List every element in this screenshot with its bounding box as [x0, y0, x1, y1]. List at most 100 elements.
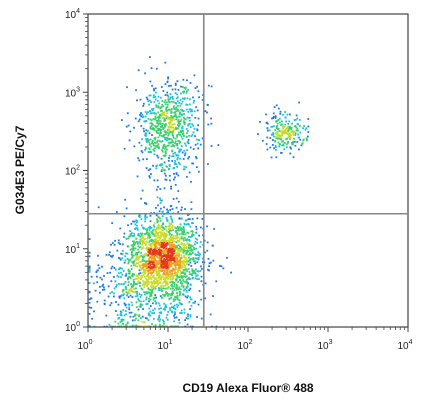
event-dot [162, 238, 165, 241]
event-dot [171, 281, 174, 283]
event-dot [169, 122, 172, 124]
event-dot [147, 313, 150, 316]
event-dot [186, 141, 189, 144]
event-dot [176, 295, 179, 298]
event-dot [179, 223, 182, 226]
event-dot [171, 290, 174, 293]
event-dot [276, 133, 278, 136]
event-dot [307, 125, 310, 128]
event-dot [154, 240, 157, 243]
event-dot [170, 269, 172, 272]
event-dot [163, 244, 166, 247]
event-dot [119, 276, 122, 279]
event-dot [181, 266, 184, 269]
event-dot [148, 277, 151, 280]
event-dot [196, 254, 199, 256]
event-dot [188, 273, 191, 276]
event-dot [188, 122, 191, 125]
event-dot [157, 248, 160, 251]
event-dot [123, 302, 126, 305]
event-dot [190, 230, 193, 233]
event-dot [162, 254, 165, 257]
event-dot [182, 272, 185, 275]
event-dot [152, 261, 155, 264]
event-dot [137, 274, 140, 277]
event-dot [184, 247, 187, 250]
event-dot [281, 120, 283, 123]
event-dot [182, 227, 185, 230]
event-dot [180, 148, 183, 151]
event-dot [143, 255, 146, 258]
event-dot [283, 130, 286, 133]
event-dot [159, 132, 161, 135]
event-dot [157, 136, 160, 139]
event-dot [108, 253, 111, 256]
event-dot [167, 126, 170, 129]
event-dot [274, 129, 277, 132]
event-dot [143, 275, 146, 278]
event-dot [156, 122, 158, 125]
event-dot [159, 318, 162, 321]
event-dot [158, 304, 161, 307]
event-dot [178, 319, 180, 321]
event-dot [127, 237, 130, 240]
event-dot [117, 322, 120, 325]
event-dot [156, 99, 159, 102]
event-dot [120, 252, 122, 255]
event-dot [276, 136, 279, 139]
event-dot [150, 261, 153, 263]
event-dot [172, 100, 175, 103]
event-dot [294, 144, 297, 147]
event-dot [139, 266, 142, 269]
event-dot [289, 135, 291, 138]
event-dot [117, 275, 120, 278]
event-dot [122, 236, 125, 238]
event-dot [148, 233, 151, 236]
event-dot [164, 283, 167, 286]
event-dot [171, 285, 174, 288]
event-dot [153, 296, 155, 299]
event-dot [136, 241, 139, 243]
event-dot [118, 297, 121, 299]
event-dot [165, 211, 168, 214]
event-dot [141, 260, 144, 263]
event-dot [161, 275, 164, 278]
event-dot [158, 102, 161, 105]
event-dot [147, 269, 150, 272]
event-dot [183, 261, 186, 264]
event-dot [170, 264, 173, 266]
event-dot [184, 86, 187, 89]
event-dot [148, 132, 151, 135]
event-dot [158, 307, 161, 310]
event-dot [198, 254, 201, 257]
event-dot [136, 258, 139, 261]
event-dot [204, 282, 207, 285]
event-dot [167, 286, 170, 289]
event-dot [160, 170, 163, 173]
event-dot [169, 131, 172, 134]
event-dot [196, 109, 199, 112]
event-dot [131, 247, 134, 250]
event-dot [190, 253, 193, 256]
event-dot [173, 123, 176, 125]
event-dot [95, 271, 98, 273]
event-dot [135, 301, 138, 304]
event-dot [194, 143, 197, 146]
event-dot [154, 287, 157, 290]
event-dot [284, 123, 287, 126]
event-dot [96, 269, 99, 272]
event-dot [173, 244, 176, 247]
event-dot [278, 137, 281, 140]
event-dot [155, 129, 158, 132]
event-dot [190, 108, 193, 111]
event-dot [124, 310, 127, 313]
event-dot [170, 258, 173, 261]
event-dot [151, 112, 153, 115]
event-dot [162, 233, 165, 236]
event-dot [141, 189, 144, 192]
event-dot [161, 266, 164, 268]
event-dot [159, 202, 162, 204]
event-dot [184, 288, 187, 291]
event-dot [173, 249, 176, 252]
event-dot [185, 281, 188, 284]
